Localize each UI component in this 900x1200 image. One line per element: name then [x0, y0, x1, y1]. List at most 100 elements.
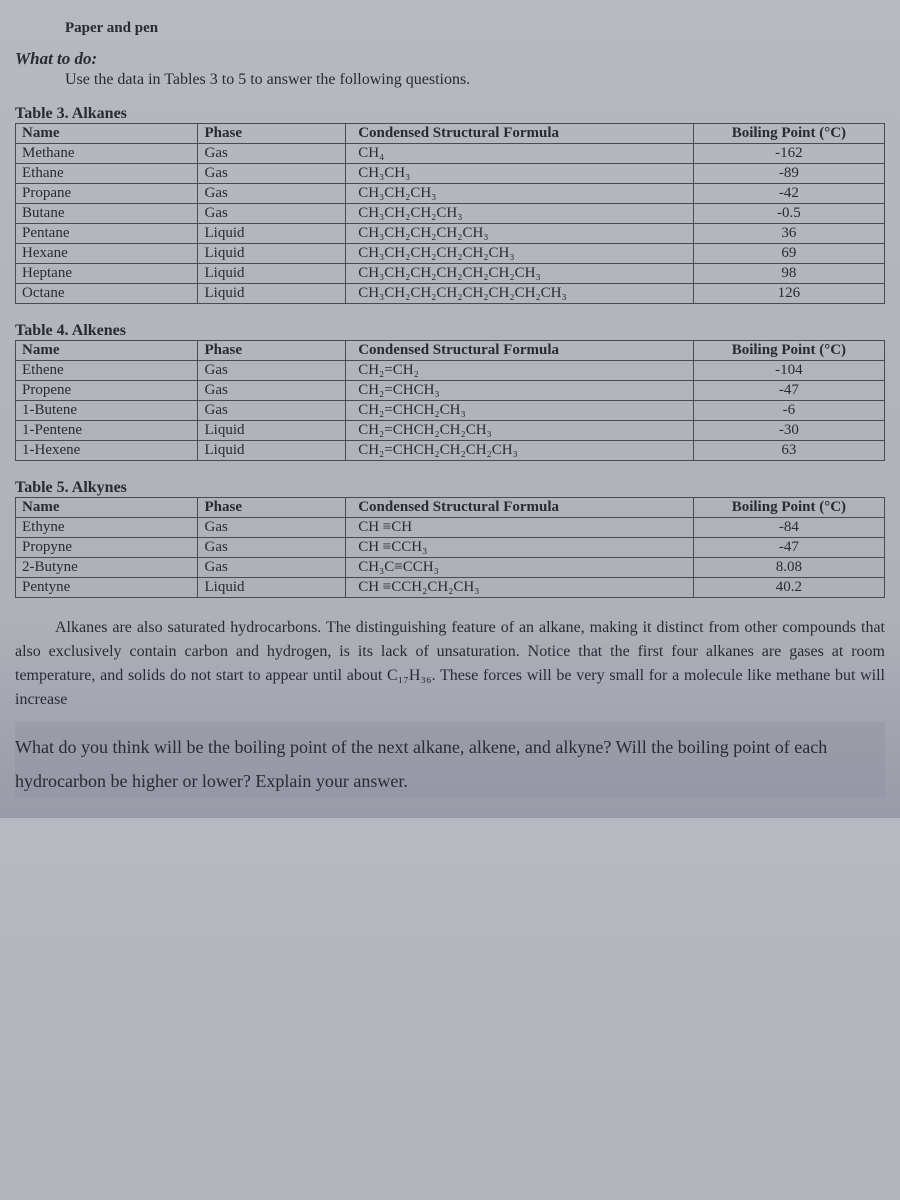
- cell-bp: -47: [693, 381, 884, 401]
- header-fragment: Paper and pen: [65, 20, 885, 37]
- table-row: PentaneLiquidCH₃CH₂CH₂CH₂CH₃36: [16, 224, 885, 244]
- question-text: What do you think will be the boiling po…: [15, 722, 885, 798]
- cell-bp: 126: [693, 284, 884, 304]
- table5-title: Table 5. Alkynes: [15, 479, 885, 497]
- alkynes-table: Name Phase Condensed Structural Formula …: [15, 497, 885, 598]
- cell-formula: CH₃CH₂CH₂CH₃: [346, 204, 694, 224]
- table-row: PropeneGasCH₂=CHCH₃-47: [16, 381, 885, 401]
- cell-formula: CH₂=CHCH₂CH₂CH₂CH₃: [346, 441, 694, 461]
- cell-bp: -42: [693, 184, 884, 204]
- cell-name: Ethene: [16, 361, 198, 381]
- table4-title: Table 4. Alkenes: [15, 322, 885, 340]
- table-row: MethaneGasCH₄-162: [16, 144, 885, 164]
- cell-bp: 63: [693, 441, 884, 461]
- table-row: OctaneLiquidCH₃CH₂CH₂CH₂CH₂CH₂CH₂CH₃126: [16, 284, 885, 304]
- cell-phase: Gas: [198, 558, 346, 578]
- th-name: Name: [16, 124, 198, 144]
- explanatory-paragraph: Alkanes are also saturated hydrocarbons.…: [15, 616, 885, 712]
- cell-bp: -89: [693, 164, 884, 184]
- th-phase: Phase: [198, 498, 346, 518]
- cell-bp: 98: [693, 264, 884, 284]
- cell-phase: Gas: [198, 381, 346, 401]
- table-row: 1-ButeneGasCH₂=CHCH₂CH₃-6: [16, 401, 885, 421]
- cell-formula: CH₃CH₂CH₂CH₂CH₃: [346, 224, 694, 244]
- cell-phase: Liquid: [198, 284, 346, 304]
- cell-name: Pentyne: [16, 578, 198, 598]
- cell-bp: 36: [693, 224, 884, 244]
- what-to-do-label: What to do:: [15, 49, 885, 69]
- th-name: Name: [16, 341, 198, 361]
- cell-phase: Gas: [198, 538, 346, 558]
- cell-phase: Gas: [198, 144, 346, 164]
- cell-name: 1-Pentene: [16, 421, 198, 441]
- cell-phase: Gas: [198, 401, 346, 421]
- th-bp: Boiling Point (°C): [693, 341, 884, 361]
- th-phase: Phase: [198, 341, 346, 361]
- cell-name: Octane: [16, 284, 198, 304]
- cell-formula: CH₃CH₂CH₂CH₂CH₂CH₂CH₂CH₃: [346, 284, 694, 304]
- table-row: PropaneGasCH₃CH₂CH₃-42: [16, 184, 885, 204]
- cell-bp: 8.08: [693, 558, 884, 578]
- th-name: Name: [16, 498, 198, 518]
- th-formula: Condensed Structural Formula: [346, 341, 694, 361]
- cell-formula: CH₄: [346, 144, 694, 164]
- th-formula: Condensed Structural Formula: [346, 124, 694, 144]
- table-row: EtheneGasCH₂=CH₂-104: [16, 361, 885, 381]
- table-row: 1-HexeneLiquidCH₂=CHCH₂CH₂CH₂CH₃63: [16, 441, 885, 461]
- cell-name: Heptane: [16, 264, 198, 284]
- cell-formula: CH₃C≡CCH₃: [346, 558, 694, 578]
- cell-bp: -0.5: [693, 204, 884, 224]
- cell-name: 1-Hexene: [16, 441, 198, 461]
- table-row: HexaneLiquidCH₃CH₂CH₂CH₂CH₂CH₃69: [16, 244, 885, 264]
- cell-name: 2-Butyne: [16, 558, 198, 578]
- table-row: 1-PenteneLiquidCH₂=CHCH₂CH₂CH₃-30: [16, 421, 885, 441]
- table-row: ButaneGasCH₃CH₂CH₂CH₃-0.5: [16, 204, 885, 224]
- cell-name: Ethane: [16, 164, 198, 184]
- cell-phase: Liquid: [198, 578, 346, 598]
- cell-phase: Liquid: [198, 244, 346, 264]
- alkanes-table: Name Phase Condensed Structural Formula …: [15, 123, 885, 304]
- cell-name: Ethyne: [16, 518, 198, 538]
- cell-phase: Liquid: [198, 264, 346, 284]
- cell-formula: CH ≡CH: [346, 518, 694, 538]
- cell-name: Hexane: [16, 244, 198, 264]
- cell-bp: -162: [693, 144, 884, 164]
- th-formula: Condensed Structural Formula: [346, 498, 694, 518]
- cell-formula: CH₃CH₂CH₂CH₂CH₂CH₃: [346, 244, 694, 264]
- cell-formula: CH₂=CHCH₂CH₂CH₃: [346, 421, 694, 441]
- th-bp: Boiling Point (°C): [693, 124, 884, 144]
- table-row: HeptaneLiquidCH₃CH₂CH₂CH₂CH₂CH₂CH₃98: [16, 264, 885, 284]
- cell-formula: CH ≡CCH₂CH₂CH₃: [346, 578, 694, 598]
- table-row: EthaneGasCH₃CH₃-89: [16, 164, 885, 184]
- cell-formula: CH₃CH₂CH₂CH₂CH₂CH₂CH₃: [346, 264, 694, 284]
- cell-formula: CH₃CH₃: [346, 164, 694, 184]
- cell-bp: -104: [693, 361, 884, 381]
- cell-bp: 69: [693, 244, 884, 264]
- cell-phase: Gas: [198, 204, 346, 224]
- cell-phase: Liquid: [198, 224, 346, 244]
- cell-bp: -84: [693, 518, 884, 538]
- cell-name: Butane: [16, 204, 198, 224]
- cell-formula: CH₂=CHCH₂CH₃: [346, 401, 694, 421]
- cell-phase: Gas: [198, 361, 346, 381]
- cell-bp: 40.2: [693, 578, 884, 598]
- instruction-text: Use the data in Tables 3 to 5 to answer …: [65, 71, 885, 89]
- cell-bp: -47: [693, 538, 884, 558]
- alkenes-table: Name Phase Condensed Structural Formula …: [15, 340, 885, 461]
- cell-name: Propyne: [16, 538, 198, 558]
- cell-bp: -6: [693, 401, 884, 421]
- table-row: 2-ButyneGasCH₃C≡CCH₃8.08: [16, 558, 885, 578]
- cell-name: 1-Butene: [16, 401, 198, 421]
- cell-phase: Gas: [198, 164, 346, 184]
- cell-name: Propene: [16, 381, 198, 401]
- cell-formula: CH₂=CH₂: [346, 361, 694, 381]
- cell-formula: CH ≡CCH₃: [346, 538, 694, 558]
- cell-phase: Gas: [198, 518, 346, 538]
- table-row: EthyneGasCH ≡CH-84: [16, 518, 885, 538]
- cell-phase: Liquid: [198, 441, 346, 461]
- cell-phase: Liquid: [198, 421, 346, 441]
- table3-title: Table 3. Alkanes: [15, 105, 885, 123]
- cell-phase: Gas: [198, 184, 346, 204]
- th-bp: Boiling Point (°C): [693, 498, 884, 518]
- cell-name: Propane: [16, 184, 198, 204]
